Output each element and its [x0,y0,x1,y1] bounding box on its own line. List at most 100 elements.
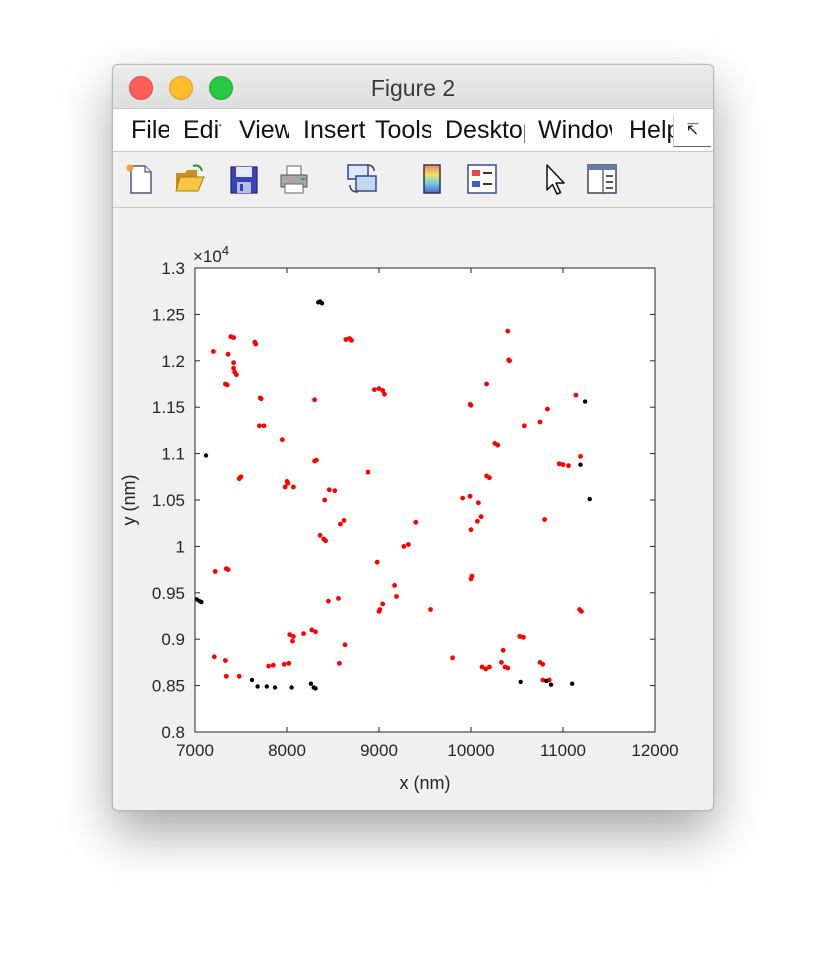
data-point [578,462,583,467]
pointer-icon[interactable] [537,162,571,196]
toolbar [113,152,713,208]
data-point [231,365,236,371]
x-tick-label: 7000 [176,741,214,760]
axes-background [195,268,655,732]
data-point [289,685,294,690]
data-point [323,538,328,544]
data-point [380,388,386,393]
x-axis-label: x (nm) [400,773,451,793]
menu-help[interactable]: Help [629,116,673,144]
data-point [500,647,506,653]
y-tick-label: 1.25 [152,305,185,324]
data-point [570,681,575,686]
data-point [556,461,562,467]
data-point [495,442,501,448]
data-point [428,607,433,612]
data-point [225,351,231,357]
menu-bar: File Edit View Insert Tools Desktop Wind… [113,109,713,152]
data-point [224,382,230,388]
menu-insert[interactable]: Insert [303,116,365,144]
y-tick-label: 1.05 [152,491,185,510]
data-point [479,664,485,670]
data-point [342,642,348,648]
y-tick-label: 0.9 [161,630,185,649]
data-point [272,685,278,690]
data-point [341,518,347,523]
data-point [406,542,411,547]
x-tick-label: 9000 [360,741,398,760]
menu-file[interactable]: File [131,116,169,144]
data-point [392,583,397,588]
menu-tools[interactable]: Tools [375,116,431,144]
data-point [517,634,523,639]
colorbar-icon[interactable] [415,162,449,196]
data-point [573,392,579,398]
data-point [249,677,255,683]
data-point [338,521,343,527]
x-tick-label: 12000 [631,741,678,760]
data-point [282,484,288,490]
y-tick-label: 1.15 [152,398,185,417]
data-point [542,517,547,522]
y-tick-label: 0.85 [152,677,185,696]
y-tick-label: 1 [176,537,185,556]
menu-view[interactable]: View [239,116,289,144]
print-icon[interactable] [277,162,311,196]
data-point [231,360,236,366]
data-point [336,596,341,601]
data-point [521,634,526,640]
data-point [540,677,546,683]
open-file-icon[interactable] [173,162,207,196]
new-figure-icon[interactable] [123,162,157,196]
data-point [478,514,484,520]
x-tick-label: 8000 [268,741,306,760]
data-point [537,419,543,425]
data-point [322,497,328,503]
data-point [253,341,259,347]
menu-edit[interactable]: Edit [183,116,221,144]
link-plot-icon[interactable] [345,162,379,196]
data-point [258,396,264,402]
window-title: Figure 2 [370,75,456,101]
data-point [376,386,382,391]
data-point [326,487,332,493]
data-point [413,519,419,525]
data-point [199,599,204,605]
close-button[interactable] [129,76,153,100]
data-point [281,661,287,667]
scatter-chart[interactable]: 7000 8000 9000 10000 11000 12000 0.8 0.85 0.9 0.9… [113,208,713,810]
legend-icon[interactable] [465,162,499,196]
data-point [257,423,262,429]
minimize-button[interactable] [169,76,193,100]
data-point [522,423,527,429]
data-point [280,437,285,443]
menu-window[interactable]: Window [538,116,612,144]
data-point [308,681,314,686]
data-point [460,495,466,501]
data-point [376,609,382,614]
data-point [505,665,511,671]
data-point [291,634,296,639]
data-point [343,337,349,342]
save-icon[interactable] [227,162,261,196]
menu-desktop[interactable]: Desktop [445,116,525,144]
data-point [291,484,296,490]
menu-overflow-button[interactable]: ↸ [673,115,711,147]
data-point [337,660,342,666]
zoom-button[interactable] [209,76,233,100]
data-point [579,609,584,614]
title-bar: Figure 2 [113,65,713,109]
figure-window: Figure 2 File Edit View Insert Tools Des… [112,64,714,811]
data-point [317,532,323,538]
data-point [234,372,239,378]
data-point [578,454,583,459]
data-point [231,335,236,340]
plot-area: 7000 8000 9000 10000 11000 12000 0.8 0.85 0.9 0.9… [113,208,713,810]
x-tick-label: 11000 [540,741,586,760]
data-point [286,660,292,666]
data-point [394,594,399,599]
property-inspector-icon[interactable] [585,162,619,196]
data-point [382,391,387,397]
data-point [468,402,474,408]
data-point [255,684,260,689]
